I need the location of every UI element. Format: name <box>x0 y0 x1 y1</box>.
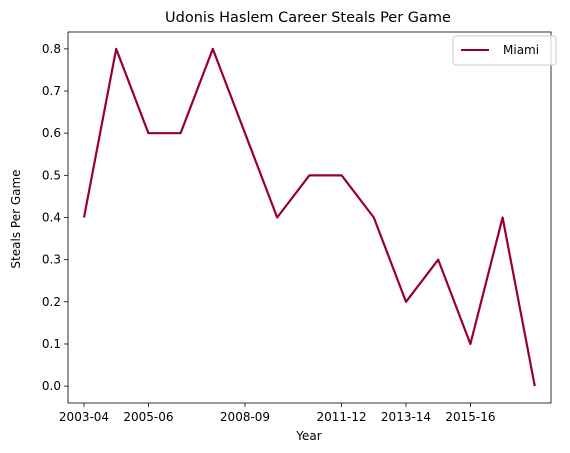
plot-area <box>67 31 552 404</box>
y-tick-label: 0.8 <box>42 42 61 56</box>
x-axis-label: Year <box>295 429 321 443</box>
y-axis: 0.0 0.1 0.2 0.3 0.4 0.5 0.6 0.7 0.8 <box>42 42 68 393</box>
x-tick-label: 2013-14 <box>381 410 431 424</box>
x-tick-label: 2008-09 <box>220 410 270 424</box>
y-tick-label: 0.4 <box>42 211 61 225</box>
plot-frame <box>67 31 552 404</box>
legend-box <box>452 35 557 66</box>
x-axis: 2003-04 2005-06 2008-09 2011-12 2013-14 2015-… <box>59 403 495 424</box>
y-tick-label: 0.1 <box>42 337 61 351</box>
series-line-0 <box>82 47 536 387</box>
x-tick-label: 2011-12 <box>317 410 367 424</box>
y-tick-label: 0.5 <box>42 168 61 182</box>
legend-label: Miami <box>503 43 539 57</box>
y-axis-label: Steals Per Game <box>9 169 23 268</box>
x-tick-label: 2005-06 <box>123 410 173 424</box>
x-tick-label: 2003-04 <box>59 410 109 424</box>
chart-title: Udonis Haslem Career Steals Per Game <box>165 10 451 26</box>
legend: Miami <box>452 35 557 66</box>
y-tick-label: 0.6 <box>42 126 61 140</box>
y-tick-label: 0.0 <box>42 379 61 393</box>
y-tick-label: 0.2 <box>42 295 61 309</box>
y-tick-label: 0.3 <box>42 253 61 267</box>
y-tick-label: 0.7 <box>42 84 61 98</box>
series-layer <box>82 47 536 387</box>
x-tick-label: 2015-16 <box>445 410 495 424</box>
